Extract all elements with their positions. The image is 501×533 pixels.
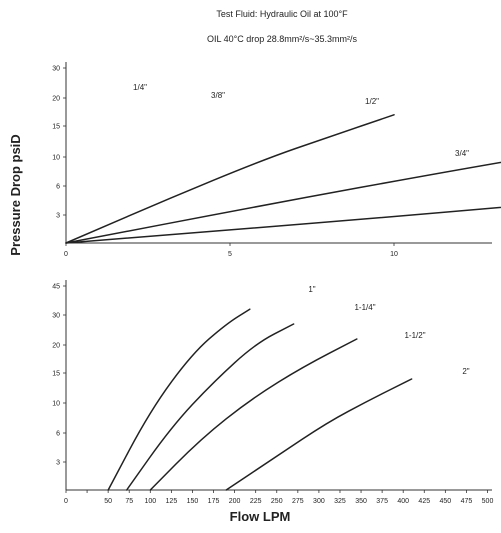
y-tick-label: 20 bbox=[52, 96, 60, 103]
x-tick-label: 225 bbox=[250, 498, 262, 505]
chart-header-line1: Test Fluid: Hydraulic Oil at 100°F bbox=[216, 9, 348, 19]
x-tick-label: 200 bbox=[229, 498, 241, 505]
x-tick-label: 50 bbox=[104, 498, 112, 505]
upper-panel: 0510152025303540455055606536101520301/4"… bbox=[52, 62, 501, 258]
x-tick-label: 450 bbox=[440, 498, 452, 505]
x-tick-label: 100 bbox=[144, 498, 156, 505]
x-tick-label: 0 bbox=[64, 251, 68, 258]
y-tick-label: 6 bbox=[56, 431, 60, 438]
series-label: 3/4" bbox=[455, 149, 469, 158]
series-label: 3/8" bbox=[211, 91, 225, 100]
x-tick-label: 150 bbox=[187, 498, 199, 505]
x-tick-label: 0 bbox=[64, 498, 68, 505]
series-line bbox=[149, 338, 358, 491]
chart-header-line2: OIL 40°C drop 28.8mm²/s~35.3mm²/s bbox=[207, 34, 358, 44]
x-tick-label: 300 bbox=[313, 498, 325, 505]
series-line bbox=[225, 378, 413, 491]
y-tick-label: 20 bbox=[52, 343, 60, 350]
lower-panel: 0 50 75 100 125 150 175 200 225 250 275 300 325 350 37… bbox=[52, 280, 493, 505]
x-tick-label: 400 bbox=[397, 498, 409, 505]
x-tick-label: 75 bbox=[125, 498, 133, 505]
x-tick-label: 10 bbox=[390, 251, 398, 258]
y-tick-label: 3 bbox=[56, 213, 60, 220]
series-line bbox=[107, 308, 251, 491]
y-tick-label: 6 bbox=[56, 184, 60, 191]
x-tick-label: 175 bbox=[208, 498, 220, 505]
x-tick-label: 500 bbox=[482, 498, 494, 505]
series-label: 1/4" bbox=[133, 83, 147, 92]
series-label: 1-1/4" bbox=[354, 303, 375, 312]
series-label: 1-1/2" bbox=[404, 331, 425, 340]
series-line bbox=[125, 323, 295, 491]
y-axis-label: Pressure Drop psiD bbox=[8, 134, 23, 255]
x-axis-label: Flow LPM bbox=[230, 509, 291, 524]
series-line bbox=[65, 161, 501, 244]
x-tick-label: 250 bbox=[271, 498, 283, 505]
x-tick-label: 325 bbox=[334, 498, 346, 505]
x-tick-label: 350 bbox=[355, 498, 367, 505]
y-tick-label: 3 bbox=[56, 460, 60, 467]
y-tick-label: 10 bbox=[52, 401, 60, 408]
x-tick-label: 425 bbox=[418, 498, 430, 505]
series-line bbox=[65, 206, 501, 244]
y-tick-label: 45 bbox=[52, 284, 60, 291]
y-tick-label: 15 bbox=[52, 371, 60, 378]
x-tick-label: 275 bbox=[292, 498, 304, 505]
y-tick-label: 15 bbox=[52, 124, 60, 131]
series-label: 1/2" bbox=[365, 97, 379, 106]
x-tick-label: 375 bbox=[376, 498, 388, 505]
y-tick-label: 30 bbox=[52, 66, 60, 73]
x-tick-label: 475 bbox=[461, 498, 473, 505]
series-line bbox=[65, 114, 395, 244]
x-tick-label: 125 bbox=[166, 498, 178, 505]
series-label: 2" bbox=[462, 367, 469, 376]
y-tick-label: 10 bbox=[52, 155, 60, 162]
y-tick-label: 30 bbox=[52, 313, 60, 320]
series-label: 1" bbox=[308, 285, 315, 294]
x-tick-label: 5 bbox=[228, 251, 232, 258]
